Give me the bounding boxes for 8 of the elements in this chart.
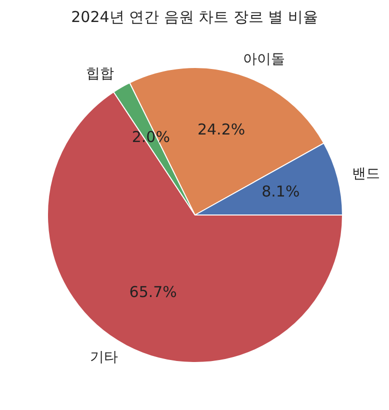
data-label: 24.2% (197, 120, 246, 138)
slice-label: 밴드 (352, 166, 380, 182)
slice-label: 아이돌 (243, 52, 286, 68)
data-label: 8.1% (262, 182, 300, 201)
slice-label: 기타 (90, 350, 118, 366)
chart-title: 2024년 연간 음원 차트 장르 별 비율 (71, 8, 318, 26)
slice-label: 힙합 (86, 66, 114, 82)
data-label: 65.7% (129, 282, 177, 301)
